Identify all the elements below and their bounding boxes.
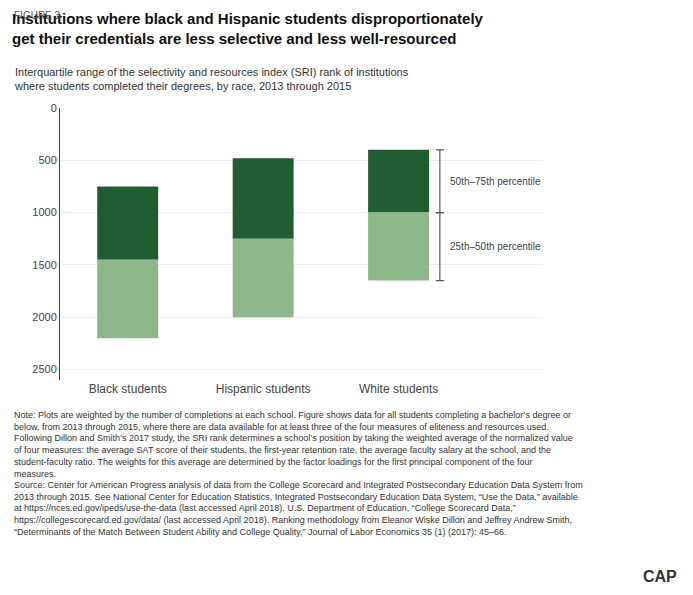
svg-text:1000: 1000 [32,206,56,218]
svg-text:0: 0 [51,102,57,114]
svg-text:1500: 1500 [32,259,56,271]
svg-text:CAP: CAP [643,568,677,585]
svg-text:2500: 2500 [32,363,56,375]
svg-text:Institutions where black and H: Institutions where black and Hispanic st… [12,10,484,47]
svg-text:25th–50th percentile: 25th–50th percentile [450,241,541,252]
svg-text:Note: Plots are weighted by th: Note: Plots are weighted by the number o… [14,410,573,479]
svg-text:FIGURE 3: FIGURE 3 [14,10,61,21]
svg-text:Source: Center for American Pr: Source: Center for American Progress ana… [14,480,583,537]
svg-text:50th–75th percentile: 50th–75th percentile [450,176,541,187]
svg-text:Hispanic students: Hispanic students [216,382,311,396]
svg-text:White students: White students [359,382,438,396]
svg-text:Black students: Black students [89,382,167,396]
svg-text:Interquartile range of the sel: Interquartile range of the selectivity a… [14,66,409,92]
svg-text:2000: 2000 [32,311,56,323]
svg-text:500: 500 [38,154,56,166]
